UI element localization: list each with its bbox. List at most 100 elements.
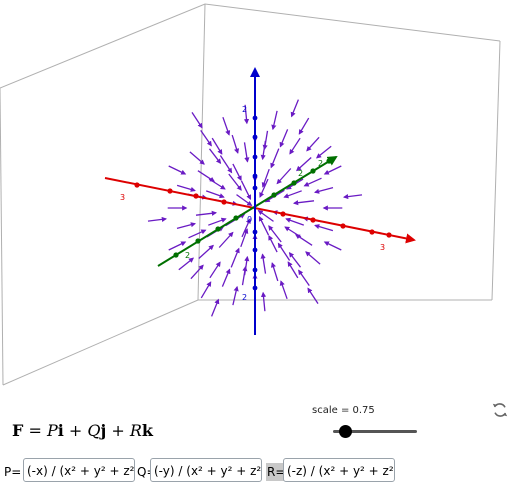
vector-arrow <box>260 253 267 274</box>
vector-arrow <box>241 218 251 238</box>
formula-j: j <box>100 421 107 440</box>
x-tick-label: 3 <box>380 243 385 252</box>
vector-arrow <box>232 285 239 306</box>
vector-arrow <box>230 247 240 268</box>
vector-arrow <box>198 244 214 259</box>
r-label: R= <box>266 463 287 481</box>
vector-arrow <box>195 210 218 216</box>
z-tick-label: 2 <box>242 293 247 302</box>
vector-arrow <box>176 184 196 192</box>
y-tick-label: 2 <box>318 159 323 168</box>
bounding-box <box>0 3 501 386</box>
formula-Q: Q <box>87 421 101 440</box>
scale-slider[interactable] <box>333 425 417 439</box>
y-axis <box>157 155 338 267</box>
formula-k: k <box>141 421 153 440</box>
vector-arrow <box>298 269 310 286</box>
vector-arrow <box>208 217 227 226</box>
vector-arrow <box>168 165 187 175</box>
vector-arrow <box>241 265 248 286</box>
vector-arrow <box>243 104 250 125</box>
vector-arrow <box>210 298 220 317</box>
origin-label: 0 <box>247 215 252 224</box>
vector-arrow <box>205 190 225 199</box>
x-axis <box>104 177 416 244</box>
y-axis-ticks <box>173 158 332 258</box>
vector-arrow <box>200 281 212 299</box>
vector-arrow <box>298 117 310 135</box>
vector-arrow <box>261 168 270 188</box>
formula-P: P <box>46 421 58 440</box>
vector-arrow <box>271 110 278 131</box>
vector-arrow <box>188 229 207 239</box>
scale-label: scale = 0.75 <box>312 405 375 416</box>
field-formula: F = Pi + Qj + Rk <box>12 421 153 440</box>
vector-arrow <box>270 262 279 282</box>
vector-arrow <box>240 228 249 248</box>
formula-eq: = <box>23 421 47 440</box>
vector-arrow <box>285 217 305 226</box>
vector-arrow <box>178 257 195 271</box>
vector-arrow <box>222 116 231 136</box>
p-label: P= <box>4 465 22 479</box>
vector-arrow <box>189 151 205 165</box>
vector-arrow <box>284 226 302 238</box>
vector-arrow <box>323 241 342 251</box>
vector-arrow <box>306 136 320 152</box>
vector-arrow <box>315 145 332 159</box>
p-input[interactable]: (-x) / (x² + y² + z²)^ <box>23 458 135 482</box>
vector-arrow <box>197 170 215 182</box>
vector-arrow <box>290 99 300 118</box>
q-input[interactable]: (-y) / (x² + y² + z²)^ <box>150 458 262 482</box>
vector-arrow <box>292 200 315 206</box>
vector-arrow <box>191 112 203 129</box>
formula-plus: + <box>106 421 130 440</box>
vector-arrow <box>147 216 168 222</box>
refresh-icon[interactable] <box>491 401 509 419</box>
vector-arrow <box>277 242 291 261</box>
vector-arrow <box>270 148 280 169</box>
vector-arrow <box>279 280 288 300</box>
vector-arrow <box>279 129 289 148</box>
vector-arrow <box>208 148 222 165</box>
vector-arrow <box>200 130 212 147</box>
r-input[interactable]: (-z) / (x² + y² + z²)^ <box>283 458 395 482</box>
vector-arrow <box>305 251 321 265</box>
x-axis-ticks <box>134 182 392 238</box>
vector-arrow <box>258 215 270 236</box>
formula-plus: + <box>63 421 88 440</box>
vector-arrow <box>314 224 334 232</box>
vector-arrow <box>323 165 342 175</box>
vector-arrow <box>260 140 267 161</box>
vector-arrow <box>209 261 221 279</box>
vector-arrow <box>221 268 231 287</box>
vector-arrow <box>296 157 312 172</box>
vector-arrow <box>288 251 302 268</box>
vector-arrow <box>313 186 334 194</box>
vector-arrow <box>231 134 240 154</box>
vector-arrow <box>218 231 234 248</box>
vector-arrow <box>303 177 322 187</box>
vector-arrow <box>268 225 282 243</box>
vector-arrow <box>232 163 242 182</box>
vector-arrow <box>342 194 363 200</box>
formula-R: R <box>129 421 142 440</box>
slider-thumb[interactable] <box>339 425 352 438</box>
vector-arrow <box>257 209 274 222</box>
vector-arrow <box>268 234 278 253</box>
y-tick-label: 2 <box>185 251 190 260</box>
vector-arrow <box>287 261 299 279</box>
formula-i: i <box>57 421 64 440</box>
slider-track[interactable] <box>333 430 417 433</box>
vector-arrow <box>276 168 292 185</box>
vector-arrow <box>243 142 250 163</box>
vector-arrow <box>190 264 204 280</box>
formula-F: F <box>12 421 24 440</box>
vector-arrow <box>283 190 302 199</box>
3d-graphics-view[interactable]: 3 3 2 2 2 2 2 0 <box>0 0 512 390</box>
vector-arrow <box>307 287 319 304</box>
vector-arrow <box>219 155 233 174</box>
vector-arrow <box>259 178 269 198</box>
vector-arrow <box>208 178 226 190</box>
z-axis-ticks <box>252 115 258 291</box>
